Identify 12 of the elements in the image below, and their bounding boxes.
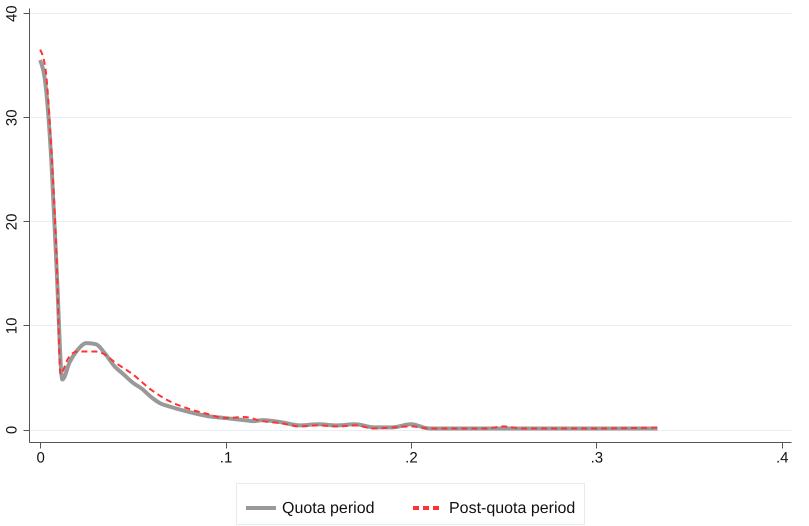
x-tick-label: .1 bbox=[220, 450, 232, 466]
y-tick-label: 20 bbox=[4, 214, 20, 230]
x-tick-label: .2 bbox=[405, 450, 418, 466]
y-tick-label: 0 bbox=[4, 426, 20, 434]
y-tick-label: 40 bbox=[4, 5, 20, 22]
legend-label: Quota period bbox=[282, 500, 375, 517]
x-tick-label: .3 bbox=[590, 450, 604, 466]
y-tick-label: 10 bbox=[4, 318, 20, 334]
legend-label: Post-quota period bbox=[449, 500, 576, 517]
x-tick-label: 0 bbox=[36, 450, 45, 466]
y-tick-label: 30 bbox=[4, 109, 20, 126]
x-tick-label: .4 bbox=[776, 450, 788, 466]
